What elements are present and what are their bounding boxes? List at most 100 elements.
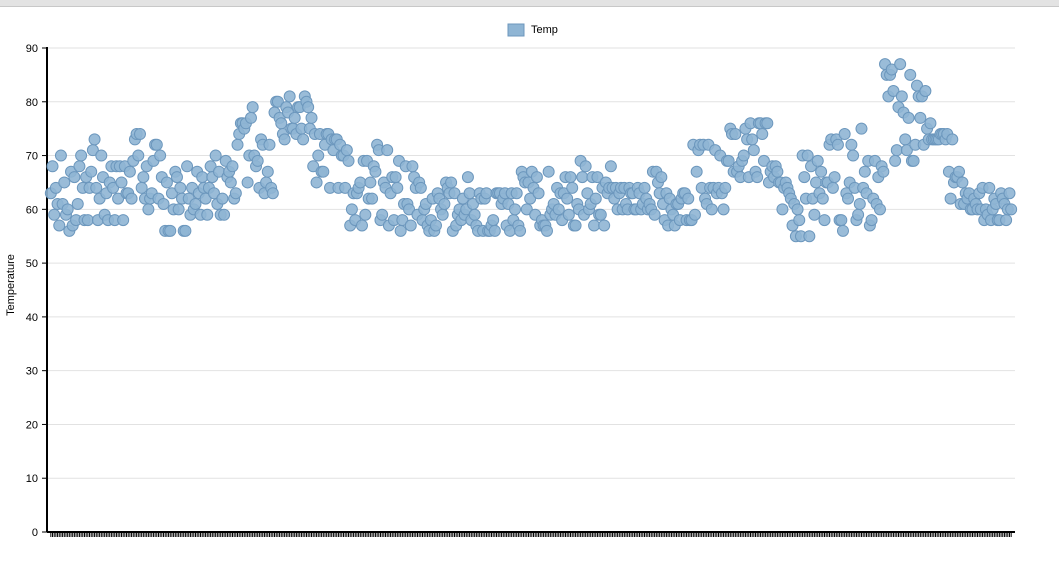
data-point <box>355 219 368 232</box>
data-point <box>655 171 668 184</box>
data-point <box>480 187 493 200</box>
data-point <box>68 171 81 184</box>
data-point <box>530 171 543 184</box>
legend-label: Temp <box>531 24 558 36</box>
data-point <box>53 219 66 232</box>
data-point <box>170 171 183 184</box>
data-point <box>58 176 71 189</box>
data-point <box>125 192 138 205</box>
y-tick-label: 90 <box>26 43 38 55</box>
data-point <box>278 133 291 146</box>
data-point <box>589 192 602 205</box>
data-point <box>354 176 367 189</box>
data-point <box>436 208 449 221</box>
data-point <box>46 160 59 173</box>
data-point <box>297 133 310 146</box>
data-point <box>216 192 229 205</box>
x-axis <box>47 531 1015 537</box>
data-point <box>514 224 527 237</box>
data-point <box>729 128 742 141</box>
data-point <box>889 154 902 167</box>
y-tick-label: 30 <box>26 366 38 378</box>
data-point <box>598 219 611 232</box>
data-point <box>811 154 824 167</box>
data-point <box>261 165 274 178</box>
data-point <box>902 111 915 124</box>
data-point <box>816 192 829 205</box>
data-point <box>588 219 601 232</box>
data-point <box>142 203 155 216</box>
data-point <box>218 208 231 221</box>
data-point <box>561 192 574 205</box>
data-point <box>107 181 120 194</box>
data-point <box>90 181 103 194</box>
data-point <box>887 85 900 98</box>
data-point <box>201 208 214 221</box>
data-point <box>438 197 451 210</box>
data-point <box>594 208 607 221</box>
data-point <box>808 208 821 221</box>
y-tick-label: 40 <box>26 312 38 324</box>
legend: Temp <box>507 23 558 37</box>
data-point <box>366 192 379 205</box>
y-tick-label: 0 <box>32 527 38 539</box>
data-point <box>719 181 732 194</box>
data-point <box>283 90 296 103</box>
data-point <box>137 171 150 184</box>
data-point <box>448 187 461 200</box>
data-point <box>566 181 579 194</box>
data-point <box>340 144 353 157</box>
data-point <box>953 165 966 178</box>
data-point <box>904 68 917 81</box>
data-point <box>520 203 533 216</box>
data-point <box>890 144 903 157</box>
data-point <box>576 171 589 184</box>
data-point <box>132 149 145 162</box>
data-point <box>463 187 476 200</box>
data-point <box>196 171 209 184</box>
data-point <box>376 208 389 221</box>
data-point <box>552 203 565 216</box>
data-point <box>771 165 784 178</box>
data-point <box>231 138 244 151</box>
data-point <box>207 187 220 200</box>
data-point <box>403 203 416 216</box>
data-point <box>1003 187 1016 200</box>
data-point <box>199 192 212 205</box>
data-point <box>761 117 774 130</box>
data-point <box>914 111 927 124</box>
data-point <box>826 181 839 194</box>
data-point <box>226 160 239 173</box>
data-point <box>288 111 301 124</box>
data-point <box>944 192 957 205</box>
data-point <box>845 138 858 151</box>
data-point <box>404 219 417 232</box>
data-point <box>885 63 898 76</box>
data-point <box>115 176 128 189</box>
data-point <box>562 208 575 221</box>
data-point <box>181 160 194 173</box>
y-axis-title: Temperature <box>5 254 17 316</box>
data-point <box>835 214 848 227</box>
data-point <box>956 176 969 189</box>
data-point <box>88 133 101 146</box>
data-point <box>801 149 814 162</box>
data-point <box>414 181 427 194</box>
data-point <box>160 176 173 189</box>
data-point <box>487 214 500 227</box>
data-point <box>682 192 695 205</box>
gridlines <box>47 47 1015 479</box>
data-point <box>241 176 254 189</box>
data-point <box>604 160 617 173</box>
data-point <box>154 149 167 162</box>
data-point <box>229 187 242 200</box>
data-point <box>251 154 264 167</box>
data-point <box>847 149 860 162</box>
data-point <box>894 58 907 71</box>
data-point <box>828 171 841 184</box>
data-point <box>648 208 661 221</box>
data-point <box>791 203 804 216</box>
data-point <box>429 219 442 232</box>
data-point <box>524 192 537 205</box>
